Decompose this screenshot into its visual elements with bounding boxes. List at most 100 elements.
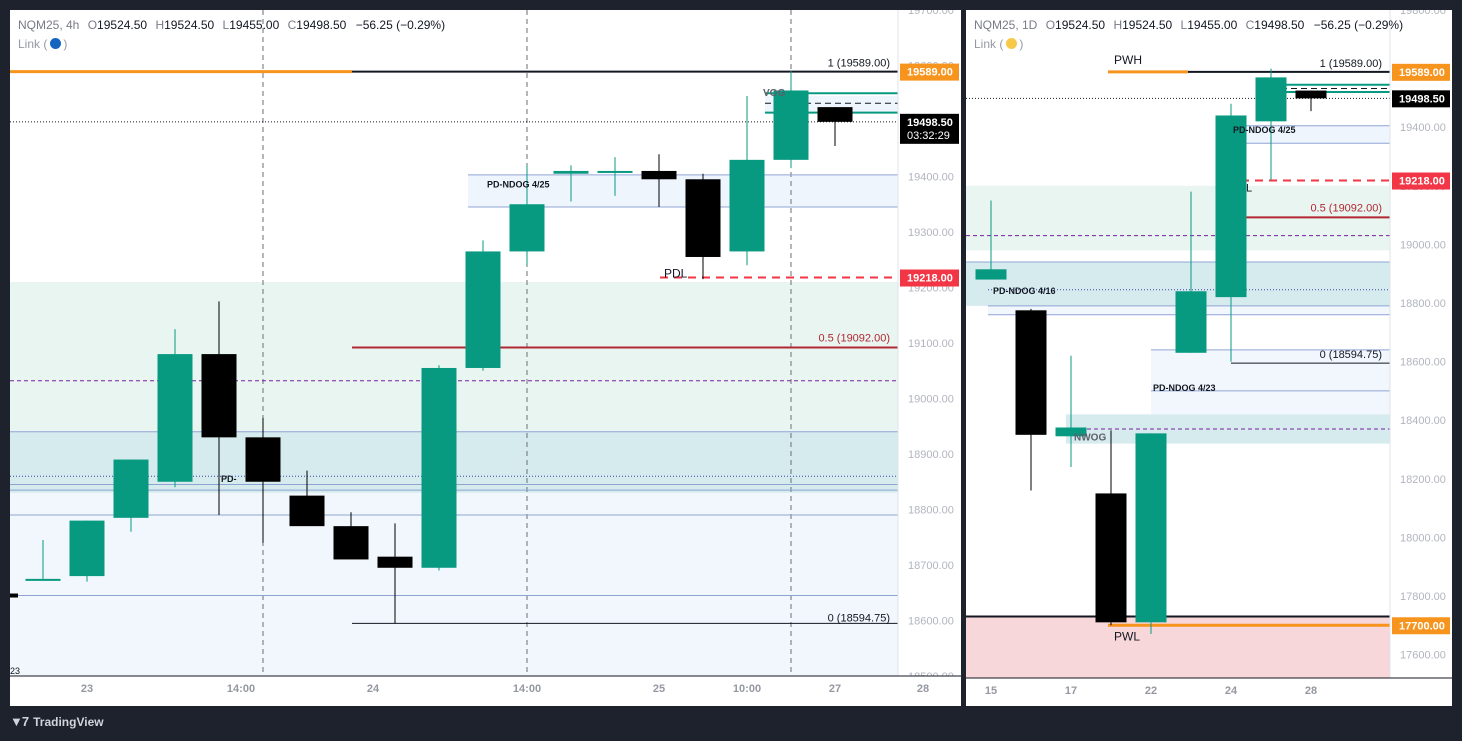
change-value: −56.25 (−0.29%) bbox=[1313, 18, 1404, 32]
fib-half-label: 0.5 (19092.00) bbox=[1310, 202, 1382, 214]
candle-body bbox=[69, 520, 105, 577]
pd-label: PD- bbox=[221, 474, 237, 484]
chart-pane-4h[interactable]: 1 (19589.00) 0.5 (19092.00) 0 (18594.75) PD… bbox=[10, 10, 961, 706]
price-tick-label: 18700.00 bbox=[908, 560, 954, 572]
price-tick-label: 19800.00 bbox=[1400, 10, 1446, 17]
pd-ndog-4-16-label: PD-NDOG 4/16 bbox=[993, 286, 1056, 296]
price-tag-label: 17700.00 bbox=[1399, 620, 1445, 632]
open-label: O bbox=[87, 18, 98, 32]
candle-body bbox=[1295, 90, 1327, 99]
link-label: Link ( bbox=[974, 37, 1004, 51]
price-tag-label: 19218.00 bbox=[907, 273, 953, 285]
price-tick-label: 18600.00 bbox=[908, 616, 954, 628]
price-tag-bg bbox=[1392, 63, 1450, 81]
candle-body bbox=[1175, 291, 1207, 353]
price-tag-label: 19498.50 bbox=[907, 117, 953, 129]
open-value: 19524.50 bbox=[97, 18, 148, 32]
candle-body bbox=[25, 578, 61, 581]
chart-legend-4h: NQM25, 4h O19524.50 H19524.50 L19455.00 … bbox=[18, 18, 445, 51]
price-tick-label: 18900.00 bbox=[908, 449, 954, 461]
time-axis-bg bbox=[966, 678, 1452, 706]
candle-body bbox=[465, 251, 501, 368]
candle-body bbox=[421, 367, 457, 568]
candle-body bbox=[1215, 115, 1247, 298]
price-tick-label: 18000.00 bbox=[1400, 532, 1446, 544]
time-tick-label: 22 bbox=[1145, 685, 1157, 697]
link-indicator[interactable]: Link () bbox=[18, 37, 445, 51]
price-tick-label: 19700.00 bbox=[908, 10, 954, 17]
close-label: C bbox=[1245, 18, 1255, 32]
link-dot-icon bbox=[50, 38, 62, 49]
time-tick-label: 17 bbox=[1065, 685, 1077, 697]
price-tick-label: 19100.00 bbox=[908, 338, 954, 350]
fib-1-label: 1 (19589.00) bbox=[1320, 58, 1382, 70]
link-close: ) bbox=[1019, 37, 1024, 51]
candle-body bbox=[201, 354, 237, 438]
link-close: ) bbox=[63, 37, 68, 51]
time-tick-label: 24 bbox=[1225, 685, 1238, 697]
candle-body bbox=[641, 170, 677, 180]
candle-body bbox=[377, 556, 413, 568]
price-tick-label: 18800.00 bbox=[1400, 298, 1446, 310]
fib-half-label: 0.5 (19092.00) bbox=[818, 332, 890, 344]
low-label: L bbox=[1180, 18, 1188, 32]
price-tag-bg bbox=[1392, 172, 1450, 190]
price-tag-bg bbox=[1392, 617, 1450, 635]
time-tick-label: 14:00 bbox=[513, 683, 541, 695]
price-axis-bg bbox=[1390, 10, 1452, 678]
candle-body bbox=[597, 170, 633, 173]
price-tick-label: 18600.00 bbox=[1400, 357, 1446, 369]
tradingview-branding[interactable]: ▼7 TradingView bbox=[10, 714, 104, 729]
fib-1-label: 1 (19589.00) bbox=[828, 58, 890, 70]
candle-body bbox=[333, 526, 369, 560]
change-value: −56.25 (−0.29%) bbox=[355, 18, 446, 32]
price-tag-bg bbox=[1392, 90, 1450, 108]
chart-4h-canvas[interactable]: 1 (19589.00) 0.5 (19092.00) 0 (18594.75) PD… bbox=[10, 10, 961, 706]
time-tick-label: 23 bbox=[81, 683, 93, 695]
open-value: 19524.50 bbox=[1055, 18, 1106, 32]
price-tag-bg bbox=[900, 269, 959, 287]
price-tick-label: 19400.00 bbox=[908, 172, 954, 184]
pd-ndog-zone bbox=[468, 174, 898, 208]
tradingview-logo-icon: ▼7 bbox=[10, 714, 29, 729]
candle-body bbox=[817, 107, 853, 122]
chart-legend-1d: NQM25, 1D O19524.50 H19524.50 L19455.00 … bbox=[974, 18, 1403, 51]
candle-body bbox=[245, 437, 281, 482]
close-value: 19498.50 bbox=[1254, 18, 1305, 32]
price-tick-label: 17600.00 bbox=[1400, 650, 1446, 662]
candle-body bbox=[729, 159, 765, 252]
brand-name: TradingView bbox=[33, 714, 104, 729]
pdl-label: PDL bbox=[664, 267, 688, 281]
time-tick-label: 28 bbox=[917, 683, 929, 695]
candle-body bbox=[289, 495, 325, 527]
open-label: O bbox=[1045, 18, 1056, 32]
pdl-partial-label: L bbox=[1246, 183, 1252, 195]
link-dot-icon bbox=[1006, 38, 1018, 49]
low-value: 19455.00 bbox=[229, 18, 280, 32]
pd-ndog-4-23-zone bbox=[1151, 349, 1390, 415]
candle-body bbox=[1095, 493, 1127, 623]
edge-date-label: 23 bbox=[10, 666, 20, 676]
time-tick-label: 28 bbox=[1305, 685, 1317, 697]
symbol-label: NQM25, 1D bbox=[974, 18, 1038, 32]
time-tick-label: 15 bbox=[985, 685, 997, 697]
price-tick-label: 18800.00 bbox=[908, 505, 954, 517]
link-label: Link ( bbox=[18, 37, 48, 51]
price-tick-label: 19000.00 bbox=[1400, 239, 1446, 251]
time-tick-label: 14:00 bbox=[227, 683, 255, 695]
time-tick-label: 24 bbox=[367, 683, 380, 695]
close-label: C bbox=[287, 18, 297, 32]
link-indicator[interactable]: Link () bbox=[974, 37, 1403, 51]
chart-1d-canvas[interactable]: PWH PWL 1 (19589.00) 0.5 (19092.00) 0 (18594… bbox=[966, 10, 1452, 706]
price-tick-label: 19300.00 bbox=[908, 227, 954, 239]
time-tick-label: 25 bbox=[653, 683, 665, 695]
candle-body bbox=[553, 170, 589, 174]
price-tick-label: 19000.00 bbox=[908, 394, 954, 406]
chart-pane-1d[interactable]: PWH PWL 1 (19589.00) 0.5 (19092.00) 0 (18594… bbox=[966, 10, 1452, 706]
candle-body bbox=[685, 179, 721, 257]
close-value: 19498.50 bbox=[296, 18, 347, 32]
candle-body bbox=[157, 354, 193, 482]
candle-body bbox=[1255, 77, 1287, 122]
vog-label: VOG bbox=[763, 88, 785, 99]
price-tick-label: 17800.00 bbox=[1400, 591, 1446, 603]
